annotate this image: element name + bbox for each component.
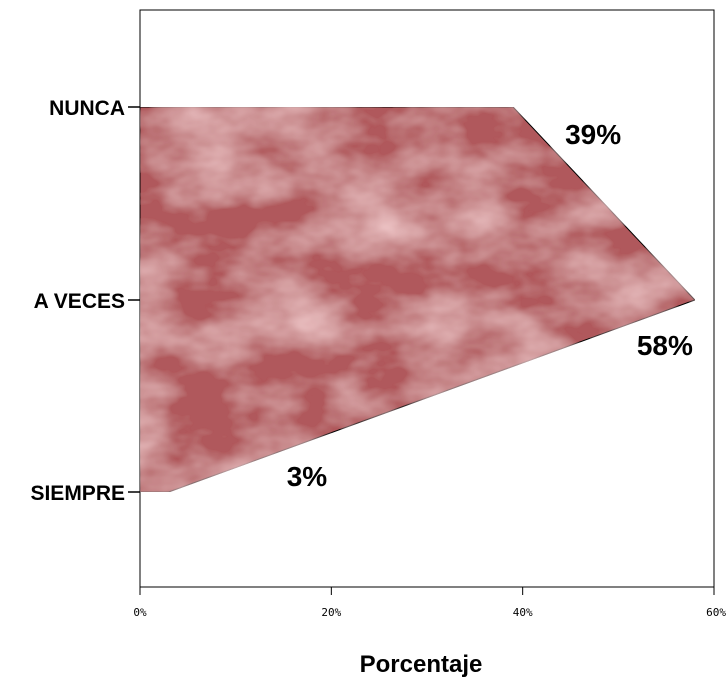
data-label: 39% xyxy=(565,119,621,150)
area-polygon xyxy=(139,106,696,493)
category-axis: NUNCA A VECES SIEMPRE xyxy=(30,97,140,505)
area-layer xyxy=(139,106,696,493)
data-labels: 39% 58% 3% xyxy=(287,119,693,492)
x-tick-label: 0% xyxy=(133,606,147,619)
x-tick-label: 20% xyxy=(321,606,341,619)
category-label: A VECES xyxy=(34,290,125,313)
x-axis: 0% 20% 40% 60% xyxy=(133,587,726,619)
x-tick-label: 60% xyxy=(706,606,726,619)
data-label: 3% xyxy=(287,461,328,492)
category-label: NUNCA xyxy=(49,97,125,120)
x-axis-title: Porcentaje xyxy=(360,651,483,678)
data-label: 58% xyxy=(637,330,693,361)
category-label: SIEMPRE xyxy=(30,482,125,505)
x-tick-label: 40% xyxy=(513,606,533,619)
